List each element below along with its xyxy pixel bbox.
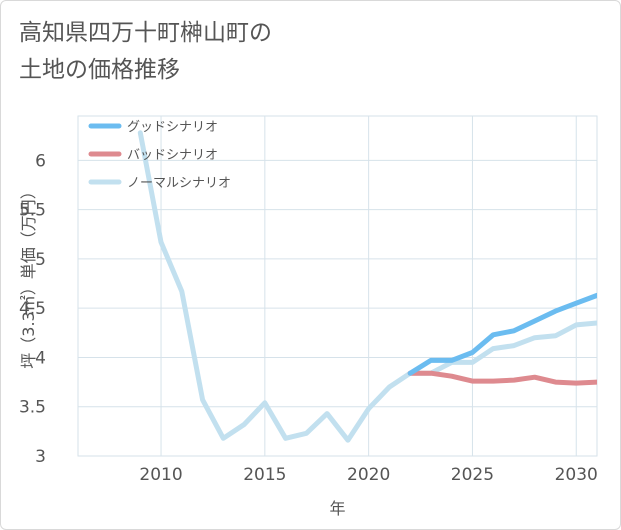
y-tick-label: 3.5 [19,398,46,418]
legend-label: ノーマルシナリオ [127,176,231,191]
series-line-0 [407,292,597,376]
y-tick-label: 3 [35,447,46,467]
y-axis-label: 坪（3.3㎡）単価（万円） [19,183,38,368]
series-line-1 [407,370,597,386]
chart-series [137,130,597,443]
x-tick-label: 2030 [555,465,598,485]
legend-label: グッドシナリオ [127,120,218,135]
chart-title: 高知県四万十町榊山町の 土地の価格推移 [19,20,272,83]
series-line-2 [137,130,597,443]
chart-grid [77,115,598,457]
y-tick-label: 4.5 [19,299,46,319]
x-axis-label: 年 [329,499,345,518]
y-tick-label: 6 [35,151,46,171]
x-tick-label: 2010 [139,465,182,485]
chart-ticks: 3 3.5 4 4.5 5 5.5 6 2010 2015 2020 2025 2030 [19,151,598,485]
x-tick-label: 2025 [451,465,494,485]
x-tick-label: 2020 [347,465,390,485]
legend-label: バッドシナリオ [127,148,218,163]
x-tick-label: 2015 [243,465,286,485]
y-tick-label: 5.5 [19,201,46,221]
plot-area-frame [77,115,598,457]
y-tick-label: 5 [35,250,46,270]
y-tick-label: 4 [35,348,46,368]
